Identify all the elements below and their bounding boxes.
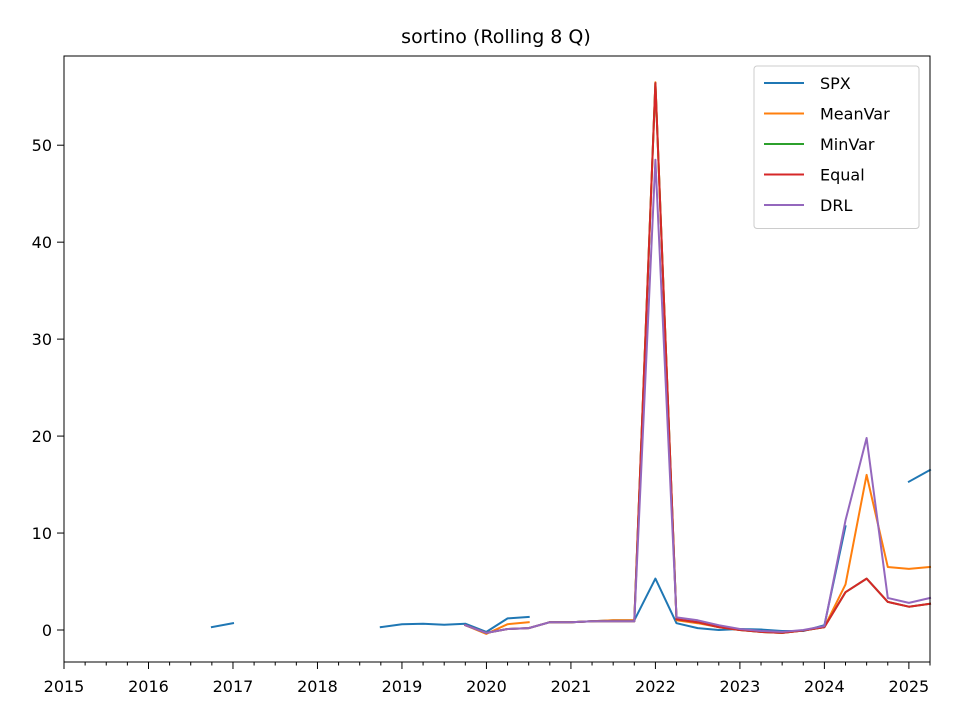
x-tick-label: 2020 (466, 677, 507, 696)
chart-title: sortino (Rolling 8 Q) (401, 26, 591, 48)
y-tick-label: 50 (32, 136, 52, 155)
y-tick-label: 40 (32, 233, 52, 252)
legend-box (753, 65, 920, 229)
legend-label-spx: SPX (820, 74, 851, 93)
series-layer (210, 81, 932, 635)
x-tick-label: 2017 (213, 677, 254, 696)
x-tick-label: 2015 (44, 677, 85, 696)
x-tick-label: 2019 (382, 677, 423, 696)
x-tick-label: 2018 (297, 677, 338, 696)
x-tick-label: 2016 (128, 677, 169, 696)
x-tick-label: 2022 (635, 677, 676, 696)
series-line-drl-0 (464, 158, 932, 634)
y-axis: 0 10 20 30 40 50 (32, 136, 64, 640)
y-tick-label: 20 (32, 427, 52, 446)
legend-label-minvar: MinVar (820, 135, 875, 154)
series-spx (210, 468, 932, 633)
series-line-spx-3 (907, 468, 932, 484)
series-line-spx-2 (548, 525, 847, 632)
series-drl (464, 158, 932, 634)
x-tick-label: 2021 (551, 677, 592, 696)
legend-label-meanvar: MeanVar (820, 105, 890, 124)
series-line-spx-0 (210, 622, 235, 629)
x-tick-label: 2023 (720, 677, 761, 696)
y-tick-label: 10 (32, 524, 52, 543)
legend: SPX MeanVar MinVar Equal DRL (753, 65, 920, 229)
legend-label-drl: DRL (820, 196, 852, 215)
y-tick-label: 0 (42, 621, 52, 640)
series-line-spx-1 (379, 615, 530, 633)
x-axis: 2015 2016 2017 2018 2019 2020 2021 2022 2023 2024… (44, 662, 931, 696)
x-tick-label: 2024 (804, 677, 845, 696)
x-tick-label: 2025 (889, 677, 930, 696)
y-tick-label: 30 (32, 330, 52, 349)
plot-frame (63, 55, 931, 663)
legend-label-equal: Equal (820, 166, 865, 185)
